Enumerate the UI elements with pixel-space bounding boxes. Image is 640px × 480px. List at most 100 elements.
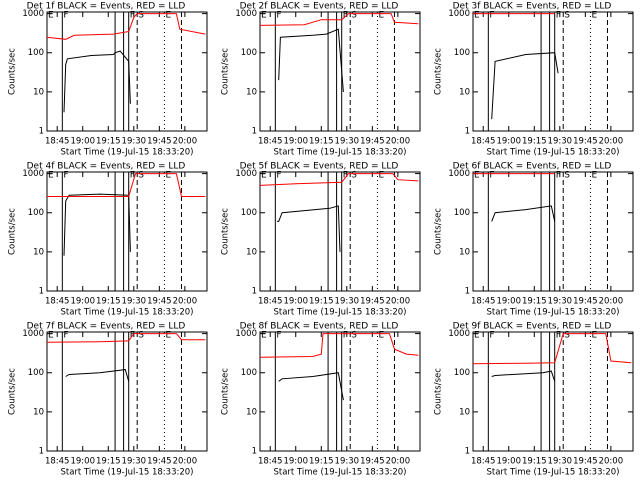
chart-title: Det 4f BLACK = Events, RED = LLD	[27, 162, 186, 172]
y-tick-label: 1	[465, 287, 470, 297]
event-label: S	[138, 171, 144, 181]
chart-title: Det 6f BLACK = Events, RED = LLD	[453, 162, 612, 172]
series-line	[259, 333, 419, 358]
y-axis-label: Counts/sec	[434, 208, 444, 255]
x-tick-label: 19:30	[122, 137, 147, 147]
x-tick-label: 18:45	[258, 297, 283, 307]
series-line	[63, 50, 131, 113]
event-label: E	[378, 11, 384, 21]
y-tick-label: 100	[241, 48, 257, 58]
x-tick-label: 20:00	[599, 297, 624, 307]
x-tick-label: 18:45	[258, 457, 283, 467]
event-label: F	[276, 331, 281, 341]
x-tick-label: 19:45	[573, 297, 598, 307]
x-tick-label: 19:00	[283, 297, 308, 307]
series-line	[277, 205, 341, 252]
y-tick-label: 100	[28, 368, 44, 378]
x-tick-label: 19:45	[573, 457, 598, 467]
x-tick-label: 18:45	[45, 457, 70, 467]
x-axis-label: Start Time (19-Jul-15 18:33:20)	[274, 308, 407, 318]
x-tick-label: 19:00	[70, 457, 95, 467]
event-label: F	[63, 171, 68, 181]
x-tick-label: 19:15	[522, 457, 547, 467]
x-tick-label: 18:45	[45, 297, 70, 307]
y-tick-label: 10	[246, 407, 257, 417]
event-label: F	[63, 331, 68, 341]
event-label: E	[474, 171, 480, 181]
x-tick-label: 18:45	[471, 297, 496, 307]
chart-title: Det 9f BLACK = Events, RED = LLD	[453, 322, 612, 332]
x-tick-label: 19:00	[496, 297, 521, 307]
event-label: E	[591, 11, 597, 21]
x-tick-label: 19:15	[96, 457, 121, 467]
event-label: F	[130, 11, 135, 21]
x-tick-label: 19:30	[335, 297, 360, 307]
y-tick-label: 1000	[235, 169, 257, 179]
event-label: F	[489, 171, 494, 181]
y-axis-label: Counts/sec	[8, 368, 18, 415]
x-tick-label: 19:45	[147, 137, 172, 147]
plot-frame	[259, 11, 421, 132]
x-tick-label: 19:30	[335, 457, 360, 467]
x-tick-label: 19:45	[360, 457, 385, 467]
y-tick-label: 1	[252, 447, 257, 457]
event-label: E	[48, 171, 54, 181]
x-tick-label: 19:30	[122, 297, 147, 307]
x-tick-label: 20:00	[599, 457, 624, 467]
y-axis-label: Counts/sec	[434, 48, 444, 95]
y-axis-label: Counts/sec	[8, 48, 18, 95]
x-tick-label: 19:15	[309, 297, 334, 307]
x-axis-label: Start Time (19-Jul-15 18:33:20)	[61, 308, 194, 318]
series-line	[47, 173, 206, 197]
event-label: F	[343, 171, 348, 181]
event-label: E	[165, 11, 171, 21]
y-tick-label: 10	[33, 407, 44, 417]
y-tick-label: 1	[39, 287, 44, 297]
x-tick-label: 19:45	[360, 297, 385, 307]
plot-frame	[472, 171, 634, 292]
series-line	[46, 333, 206, 343]
x-axis-label: Start Time (19-Jul-15 18:33:20)	[61, 148, 194, 158]
y-tick-label: 1000	[22, 329, 44, 339]
series-line	[278, 28, 344, 92]
event-label: E	[48, 11, 54, 21]
x-tick-label: 19:45	[147, 457, 172, 467]
series-line	[491, 205, 556, 222]
x-axis-label: Start Time (19-Jul-15 18:33:20)	[487, 468, 620, 478]
x-tick-label: 20:00	[599, 137, 624, 147]
event-label: E	[591, 331, 597, 341]
x-tick-label: 19:15	[309, 457, 334, 467]
series-line	[63, 193, 131, 256]
event-label: S	[564, 11, 570, 21]
x-axis-label: Start Time (19-Jul-15 18:33:20)	[274, 148, 407, 158]
series-line	[65, 369, 130, 382]
plot-frame	[472, 11, 634, 132]
x-axis-label: Start Time (19-Jul-15 18:33:20)	[487, 308, 620, 318]
series-line	[491, 52, 559, 120]
x-axis-label: Start Time (19-Jul-15 18:33:20)	[61, 468, 194, 478]
y-axis-label: Counts/sec	[221, 368, 231, 415]
x-tick-label: 19:30	[548, 137, 573, 147]
event-label: F	[556, 171, 561, 181]
y-tick-label: 1	[252, 287, 257, 297]
event-label: E	[591, 171, 597, 181]
event-label: E	[474, 331, 480, 341]
event-label: E	[378, 171, 384, 181]
event-label: F	[343, 331, 348, 341]
y-tick-label: 100	[454, 368, 470, 378]
y-tick-label: 100	[241, 368, 257, 378]
x-tick-label: 19:15	[522, 297, 547, 307]
event-label: S	[351, 11, 357, 21]
y-tick-label: 1000	[235, 329, 257, 339]
y-tick-label: 1	[465, 447, 470, 457]
series-line	[278, 372, 344, 401]
x-tick-label: 19:00	[283, 457, 308, 467]
series-line	[491, 370, 556, 382]
event-label: S	[351, 331, 357, 341]
chart-title: Det 2f BLACK = Events, RED = LLD	[240, 2, 399, 12]
plot-frame	[46, 331, 208, 452]
x-tick-label: 19:00	[70, 137, 95, 147]
x-tick-label: 20:00	[386, 457, 411, 467]
event-label: S	[564, 171, 570, 181]
